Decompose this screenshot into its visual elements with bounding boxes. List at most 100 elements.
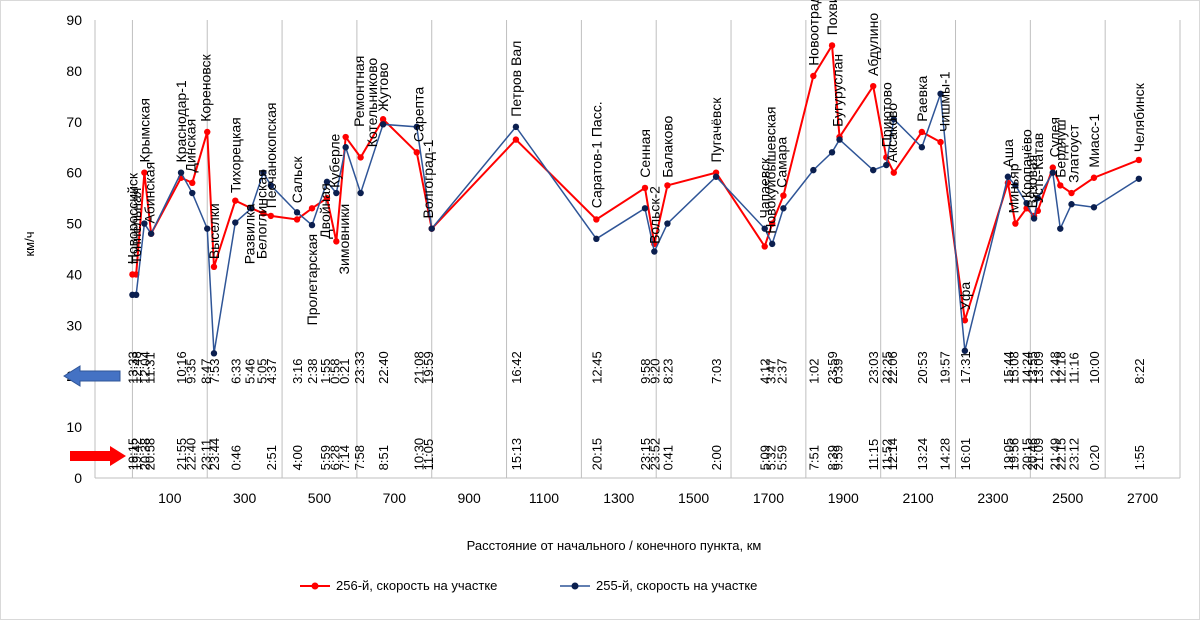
- point-256: [260, 210, 267, 217]
- y-tick-label: 10: [66, 419, 82, 435]
- point-255: [293, 209, 301, 216]
- point-256: [357, 154, 364, 161]
- point-255: [870, 166, 877, 174]
- time-down-label: 2:00: [709, 445, 724, 470]
- time-down-label: 10:30: [412, 438, 427, 471]
- time-down-label: 23:12: [1066, 438, 1081, 471]
- point-255: [1135, 175, 1143, 182]
- station-label: Песчанокопская: [263, 103, 279, 209]
- time-down-label: 11:52: [879, 439, 894, 471]
- station-label: Котельниково: [364, 58, 380, 148]
- time-up-label: 15:08: [1007, 351, 1022, 384]
- time-up-label: 22:06: [885, 351, 900, 384]
- time-up-label: 20:53: [915, 351, 930, 384]
- station-label: Тихорецкая: [227, 117, 243, 193]
- x-tick-label: 2300: [977, 490, 1008, 506]
- time-down-label: 0:41: [660, 445, 675, 470]
- legend-item-255: 255-й, скорость на участке: [560, 578, 757, 593]
- station-label: Пугачёвск: [708, 97, 724, 163]
- time-up-label: 21:08: [412, 351, 427, 384]
- time-down-label: 23:11: [198, 439, 213, 471]
- time-down-label: 20:46: [1025, 438, 1040, 471]
- point-255: [1049, 169, 1056, 176]
- time-down-label: 11:15: [866, 439, 881, 471]
- legend-marker-256: [311, 582, 319, 590]
- point-255: [141, 220, 148, 227]
- station-label: Вольск-2: [646, 186, 662, 244]
- station-label: Похвистнево: [824, 0, 840, 35]
- point-256: [1068, 189, 1075, 197]
- point-255: [1034, 194, 1042, 202]
- point-255: [712, 173, 720, 180]
- station-label: Кореновск: [197, 53, 213, 121]
- time-up-label: 8:47: [198, 359, 213, 384]
- station-label: Златоуст: [1065, 124, 1081, 183]
- point-255: [828, 149, 836, 156]
- point-256: [761, 243, 768, 250]
- time-up-label: 17:31: [958, 351, 973, 384]
- point-255: [413, 123, 420, 131]
- time-up-label: 15:44: [1001, 351, 1016, 384]
- time-down-label: 19:05: [1001, 438, 1016, 471]
- time-down-label: 11:05: [421, 439, 436, 471]
- time-up-label: 14:24: [1020, 351, 1035, 384]
- station-label: Динская: [182, 119, 198, 173]
- point-256: [323, 194, 331, 202]
- legend-label-255: 255-й, скорость на участке: [596, 578, 757, 593]
- point-255: [1004, 173, 1012, 180]
- point-256: [189, 179, 196, 187]
- time-up-label: 22:25: [879, 351, 894, 384]
- point-256: [828, 42, 836, 49]
- point-256: [210, 263, 218, 271]
- station-label: Миньяр: [1006, 163, 1022, 213]
- point-255: [428, 225, 435, 232]
- station-label: Сальск: [289, 156, 305, 204]
- station-label: Раевка: [914, 75, 930, 121]
- x-tick-label: 900: [457, 490, 481, 506]
- station-label: Двойная: [317, 183, 333, 238]
- y-tick-label: 50: [66, 216, 82, 232]
- x-tick-label: 1100: [529, 490, 559, 506]
- time-up-label: 12:18: [1053, 351, 1068, 384]
- y-tick-label: 90: [66, 12, 82, 28]
- time-down-label: 20:15: [589, 438, 604, 471]
- station-label: Саратов-1 Пасс.: [588, 101, 604, 208]
- station-label: Куберле: [326, 133, 342, 187]
- station-label: Челябинск: [1131, 82, 1147, 152]
- time-down-label: 19:42: [129, 438, 144, 471]
- time-up-label: 0:58: [327, 359, 342, 384]
- time-down-label: 7:51: [806, 445, 821, 470]
- time-down-label: 15:13: [509, 438, 524, 471]
- time-up-label: 23:03: [866, 351, 881, 384]
- time-up-label: 0:21: [337, 359, 352, 384]
- time-up-label: 5:05: [254, 359, 269, 384]
- point-255: [1012, 182, 1019, 189]
- time-down-label: 5:59: [775, 445, 790, 470]
- point-255: [890, 116, 897, 123]
- point-256: [890, 169, 897, 176]
- point-255: [357, 189, 364, 197]
- point-255: [961, 347, 969, 354]
- point-255: [147, 230, 155, 237]
- time-up-label: 19:59: [421, 351, 436, 384]
- station-label: Волгоград-1: [420, 139, 436, 218]
- station-label: Миасс-1: [1086, 114, 1102, 168]
- point-255: [189, 189, 196, 197]
- time-down-label: 14:28: [937, 438, 952, 471]
- time-up-label: 1:02: [806, 359, 821, 384]
- x-tick-label: 1500: [678, 490, 709, 506]
- time-down-label: 5:32: [763, 445, 778, 470]
- time-down-label: 20:38: [137, 438, 152, 471]
- time-down-label: 20:15: [1020, 438, 1035, 471]
- point-255: [308, 221, 316, 229]
- time-up-label: 23:59: [825, 351, 840, 384]
- point-255: [1030, 215, 1038, 222]
- time-up-label: 12:48: [129, 351, 144, 384]
- point-255: [780, 205, 787, 212]
- time-up-label: 4:37: [264, 359, 279, 384]
- point-256: [267, 212, 275, 220]
- point-255: [204, 225, 211, 232]
- point-256: [1049, 164, 1056, 171]
